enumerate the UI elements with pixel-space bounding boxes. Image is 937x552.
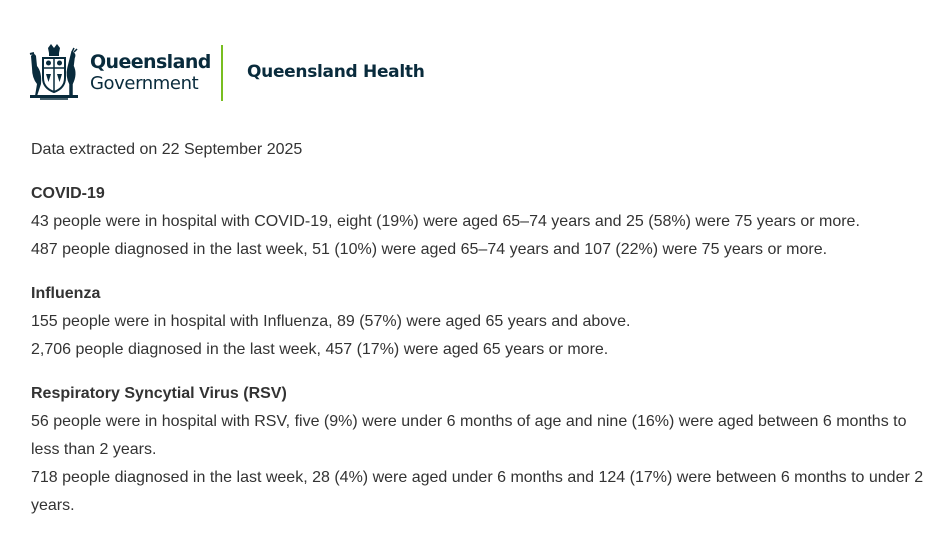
section-title: Respiratory Syncytial Virus (RSV) [31, 385, 287, 402]
data-extracted-date: Data extracted on 22 September 2025 [31, 141, 303, 158]
department-title: Queensland Health [247, 62, 425, 82]
header-divider [221, 45, 223, 101]
section-influenza: Influenza 155 people were in hospital wi… [31, 280, 926, 364]
section-line: 43 people were in hospital with COVID-19… [31, 213, 860, 230]
section-line: 487 people diagnosed in the last week, 5… [31, 241, 828, 258]
section-title: COVID-19 [31, 185, 105, 202]
section-line: 56 people were in hospital with RSV, fiv… [31, 413, 907, 458]
main-content: Data extracted on 22 September 2025 COVI… [31, 136, 926, 536]
section-line: 718 people diagnosed in the last week, 2… [31, 469, 924, 514]
section-line: 2,706 people diagnosed in the last week,… [31, 341, 609, 358]
section-title: Influenza [31, 285, 101, 302]
queensland-coat-of-arms-icon [29, 44, 78, 100]
section-covid-19: COVID-19 43 people were in hospital with… [31, 180, 926, 264]
section-rsv: Respiratory Syncytial Virus (RSV) 56 peo… [31, 380, 926, 520]
government-name: Queensland Government [90, 51, 211, 95]
gov-name-line2: Government [90, 73, 199, 94]
government-logo[interactable]: Queensland Government [28, 43, 211, 103]
gov-name-line1: Queensland [90, 51, 211, 73]
section-line: 155 people were in hospital with Influen… [31, 313, 631, 330]
